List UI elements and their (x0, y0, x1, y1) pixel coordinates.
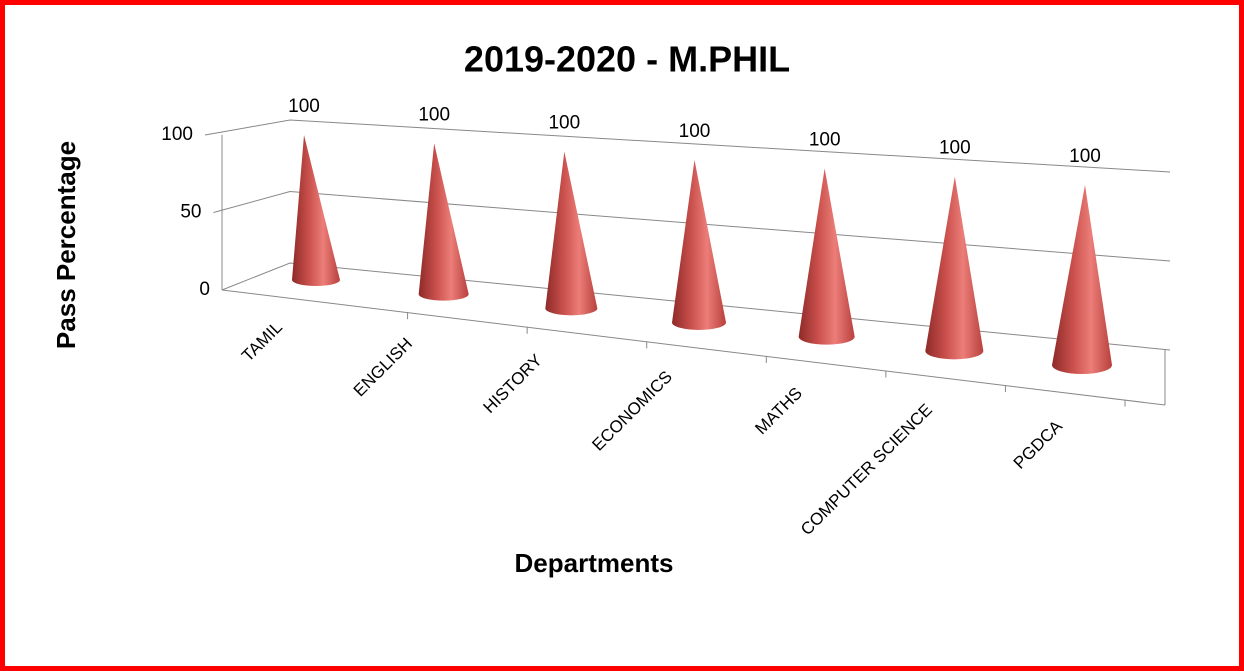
value-label: 100 (939, 138, 971, 159)
cone (418, 143, 469, 301)
y-tick-label: 50 (180, 202, 201, 223)
grid-line (221, 262, 1171, 351)
value-label: 100 (1069, 146, 1101, 167)
grid-line (204, 119, 1171, 173)
grid-line (213, 190, 1171, 262)
value-label: 100 (679, 121, 711, 142)
floor-edge (221, 289, 1166, 406)
cone (672, 160, 726, 331)
value-label: 100 (418, 104, 450, 125)
cone (545, 151, 598, 316)
value-label: 100 (548, 113, 580, 134)
y-axis-title: Pass Percentage (51, 141, 81, 349)
y-tick-label: 100 (161, 124, 193, 145)
cone (292, 135, 340, 286)
cone (798, 168, 855, 345)
value-label: 100 (288, 96, 320, 117)
value-label: 100 (809, 129, 841, 150)
y-tick-label: 0 (199, 279, 210, 300)
cone (925, 176, 984, 360)
cone (1052, 185, 1112, 374)
chart-title: 2019-2020 - M.PHIL (464, 39, 790, 80)
x-axis-title: Departments (515, 548, 674, 578)
